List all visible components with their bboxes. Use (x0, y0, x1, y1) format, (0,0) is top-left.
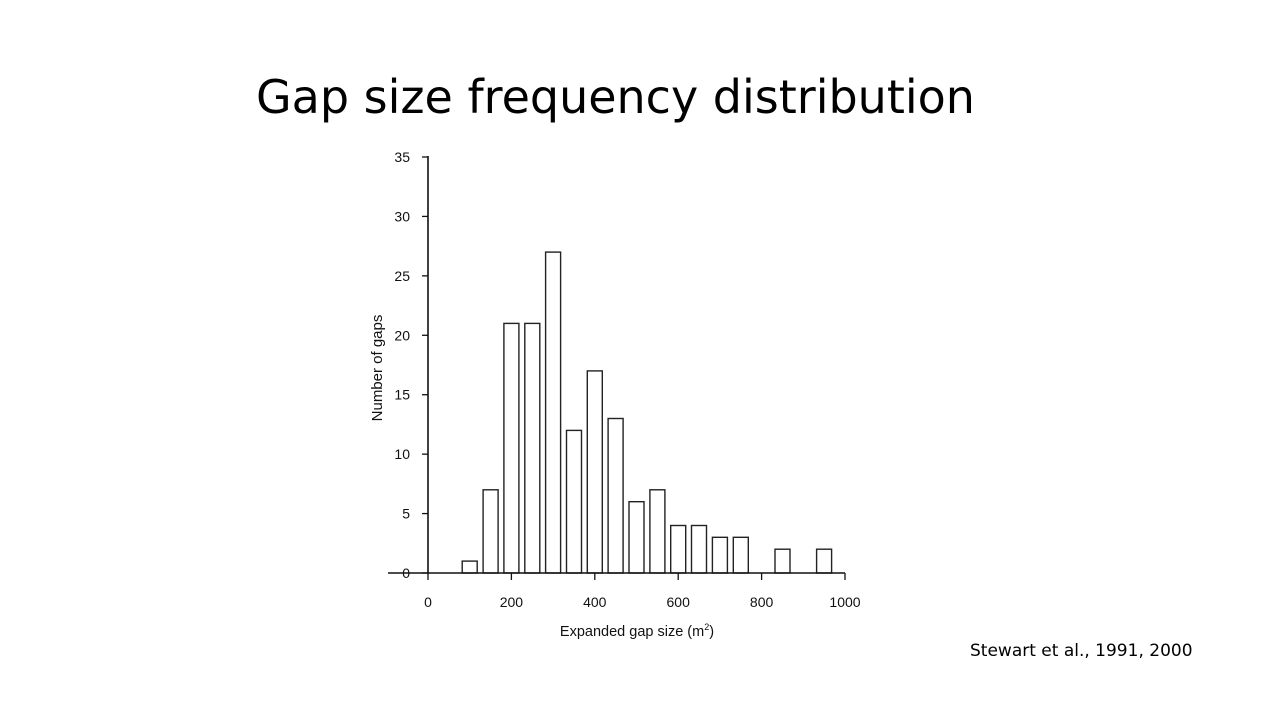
y-tick-label: 15 (394, 387, 410, 403)
histogram-bar (649, 489, 666, 574)
histogram-bar (482, 489, 499, 574)
histogram-bar (607, 417, 624, 574)
histogram-bar (815, 548, 833, 574)
x-axis-label: Expanded gap size (m2) (560, 622, 714, 640)
histogram-bar (690, 524, 708, 574)
histogram-bar (732, 536, 749, 574)
x-axis-label-superscript: 2 (704, 622, 709, 632)
histogram-bar (711, 536, 729, 574)
x-tick-label: 200 (500, 594, 524, 610)
y-tick-label: 25 (394, 268, 410, 284)
histogram-bar (670, 524, 687, 574)
y-tick-label: 20 (394, 327, 410, 343)
x-tick-label: 800 (750, 594, 774, 610)
histogram-bar (503, 322, 520, 574)
y-tick-label: 30 (394, 208, 410, 224)
histogram-bar (544, 251, 562, 574)
y-tick-label: 10 (394, 446, 410, 462)
slide-title: Gap size frequency distribution (256, 70, 975, 124)
y-tick-label: 35 (394, 149, 410, 165)
histogram-bar (461, 560, 478, 574)
histogram-bar (565, 429, 583, 574)
x-axis-label-main: Expanded gap size (m (560, 624, 704, 640)
histogram-bar (628, 501, 645, 574)
citation: Stewart et al., 1991, 2000 (970, 641, 1193, 661)
histogram-bar (586, 370, 603, 574)
x-axis-label-suffix: ) (709, 624, 714, 640)
histogram-bar (774, 548, 791, 574)
x-tick-label: 600 (667, 594, 691, 610)
y-tick-label: 5 (402, 506, 410, 522)
x-tick-label: 0 (424, 594, 432, 610)
bars-group (461, 251, 833, 574)
x-tick-label: 400 (583, 594, 607, 610)
y-tick-label: 0 (402, 565, 410, 581)
axes-group: 0 5 10 15 20 25 30 35 0 200 400 600 800 1000 (388, 149, 861, 610)
x-tick-label: 1000 (829, 594, 860, 610)
histogram-bar (524, 322, 541, 574)
y-axis-label: Number of gaps (369, 315, 386, 422)
